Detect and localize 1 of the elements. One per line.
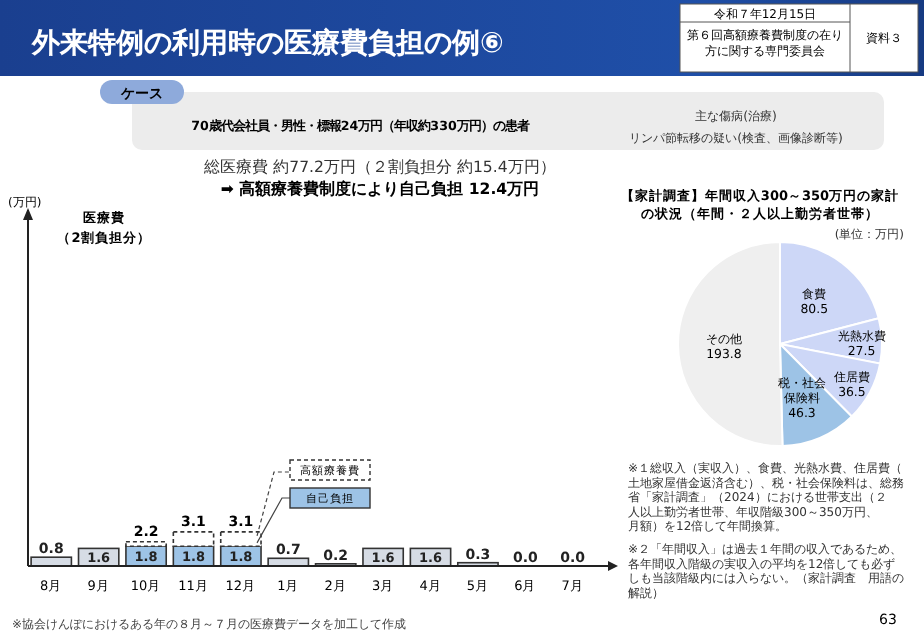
chart-title: 外来特例の利用時の医療費負担の例⑥ (30, 26, 504, 60)
